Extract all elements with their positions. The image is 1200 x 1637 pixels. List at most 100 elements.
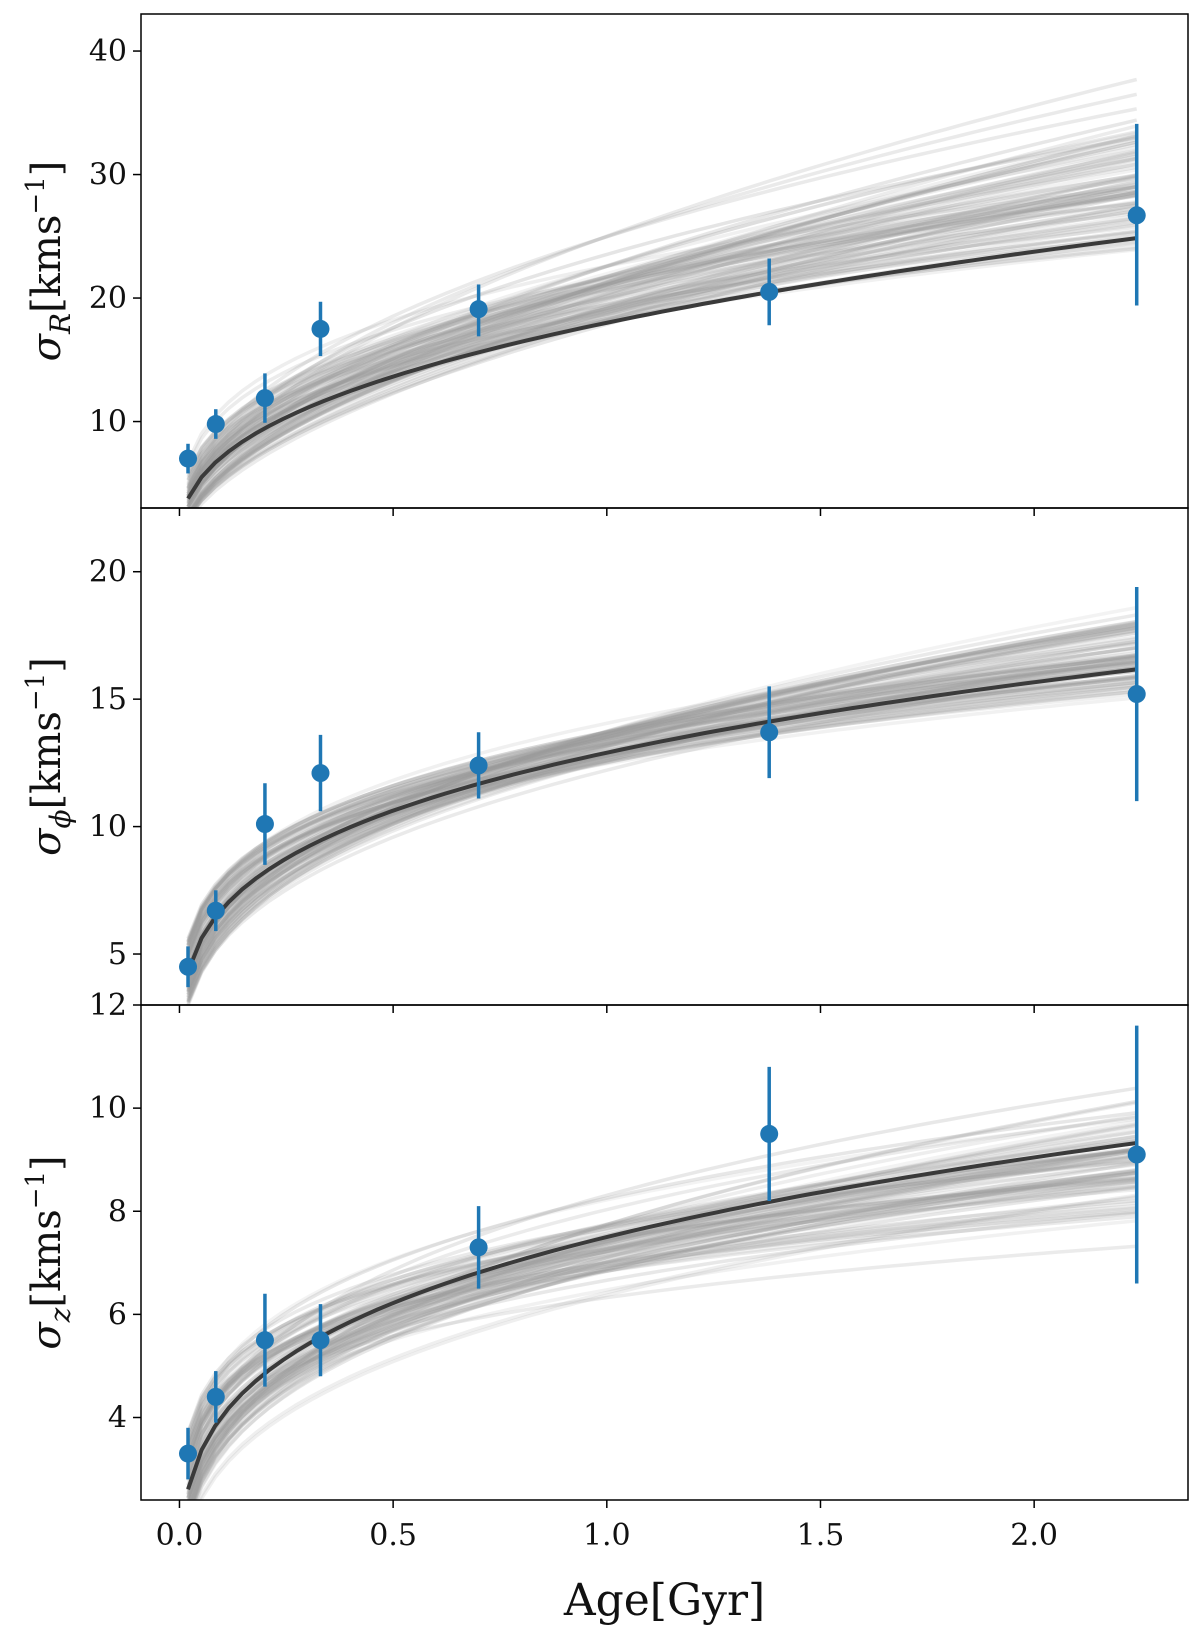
sample-curve xyxy=(190,1119,1137,1500)
sample-curve xyxy=(186,660,1137,947)
panels: 10203040σR[kms−1]5101520σϕ[kms−1]4681012… xyxy=(21,13,1189,1626)
data-point xyxy=(179,1444,198,1463)
sample-curve xyxy=(186,628,1137,1001)
sample-curve xyxy=(186,208,1137,508)
sample-curve xyxy=(186,1111,1137,1449)
sample-curve xyxy=(188,1148,1137,1500)
sample-curve xyxy=(186,1210,1137,1457)
sample-curve xyxy=(186,658,1137,993)
data-point xyxy=(206,415,225,434)
sample-curve xyxy=(186,685,1137,969)
plot-area xyxy=(179,77,1146,508)
sample-curve xyxy=(186,1160,1137,1499)
ylabel-symbol: σ xyxy=(24,1321,70,1350)
y-tick-label: 20 xyxy=(89,281,127,316)
sample-curve xyxy=(186,145,1138,508)
sample-curve xyxy=(186,660,1137,943)
sample-curve xyxy=(186,657,1137,992)
sample-curve xyxy=(186,192,1137,493)
sample-curve xyxy=(186,131,1138,504)
sample-curve xyxy=(186,1179,1137,1457)
data-point xyxy=(179,957,198,976)
sample-curve xyxy=(186,1169,1137,1463)
sample-curve xyxy=(186,1172,1137,1499)
sample-curve xyxy=(186,654,1137,962)
sample-curve xyxy=(186,1146,1137,1475)
sample-curve xyxy=(186,674,1137,942)
sample-curve xyxy=(190,183,1138,508)
sample-curve xyxy=(186,222,1137,493)
sample-curve xyxy=(186,661,1137,949)
sample-curve xyxy=(189,1134,1137,1500)
y-axis-label: σϕ[kms−1] xyxy=(21,657,77,856)
data-point xyxy=(469,756,488,775)
y-axis-label: σR[kms−1] xyxy=(21,161,77,362)
ylabel-close: ] xyxy=(24,1155,70,1171)
sample-curve xyxy=(186,1173,1137,1463)
best-fit-line xyxy=(186,236,1137,500)
sample-curve xyxy=(186,235,1137,484)
sample-curve xyxy=(186,1149,1137,1451)
sample-curve xyxy=(186,685,1137,950)
sample-curve xyxy=(186,652,1137,1003)
panel-2: 5 10 15 20 σϕ[kms−1] xyxy=(21,507,1189,1013)
sample-curve xyxy=(186,176,1137,497)
best-fit-line xyxy=(186,1141,1137,1490)
sample-curve xyxy=(191,1170,1137,1500)
sample-curve xyxy=(186,211,1137,475)
sample-curve xyxy=(186,201,1137,467)
plot-area xyxy=(179,1025,1146,1500)
sample-curve xyxy=(186,173,1137,490)
sample-curve xyxy=(186,1200,1137,1475)
x-axis-label: Age[Gyr] xyxy=(563,1575,765,1626)
sample-curve xyxy=(186,1148,1137,1496)
sample-curve xyxy=(190,180,1138,508)
sample-curve xyxy=(186,1184,1137,1456)
sample-curve xyxy=(186,689,1137,958)
sample-curve xyxy=(186,1155,1137,1495)
sample-curve xyxy=(186,1086,1137,1480)
best-fit-line xyxy=(186,667,1137,973)
sample-curve xyxy=(186,218,1137,488)
sample-curve xyxy=(186,229,1137,492)
y-tick-label: 15 xyxy=(89,682,127,717)
y-tick-label: 12 xyxy=(89,988,127,1023)
sample-curve xyxy=(186,621,1138,999)
data-point xyxy=(760,282,779,301)
sample-curve xyxy=(186,136,1138,490)
sample-curve xyxy=(186,636,1137,980)
sample-curve xyxy=(186,1203,1137,1448)
y-tick-label: 5 xyxy=(108,937,127,972)
data-point xyxy=(255,1331,274,1350)
sample-curve xyxy=(186,666,1137,955)
sample-curve xyxy=(186,645,1137,975)
sample-curve xyxy=(186,1175,1137,1438)
ylabel-subscript: z xyxy=(44,1307,77,1323)
sample-curve xyxy=(192,133,1138,508)
sample-curve xyxy=(193,157,1138,508)
sample-curve xyxy=(191,152,1138,508)
sample-curve xyxy=(186,1163,1137,1472)
sample-curve xyxy=(193,1138,1137,1500)
sample-curve xyxy=(186,1168,1137,1491)
sample-curve xyxy=(196,184,1138,508)
sample-curve xyxy=(186,645,1137,998)
sample-curve xyxy=(186,680,1137,976)
ylabel-symbol: σ xyxy=(24,332,70,361)
sample-curve xyxy=(199,1194,1137,1500)
sample-curve xyxy=(186,244,1137,487)
sample-curve xyxy=(187,1168,1137,1500)
sample-curve xyxy=(186,142,1138,508)
sample-curve xyxy=(186,620,1138,1002)
sample-curve xyxy=(193,203,1138,508)
sample-curve xyxy=(186,639,1137,968)
data-point xyxy=(206,1387,225,1406)
sample-curve xyxy=(186,151,1138,508)
sample-curve xyxy=(186,1206,1137,1445)
ylabel-unit: [kms xyxy=(24,711,70,809)
x-tick-label: 2.0 xyxy=(1010,1518,1058,1553)
sample-curve xyxy=(186,665,1137,947)
sample-curve xyxy=(186,173,1137,499)
x-tick-label: 1.5 xyxy=(797,1518,845,1553)
